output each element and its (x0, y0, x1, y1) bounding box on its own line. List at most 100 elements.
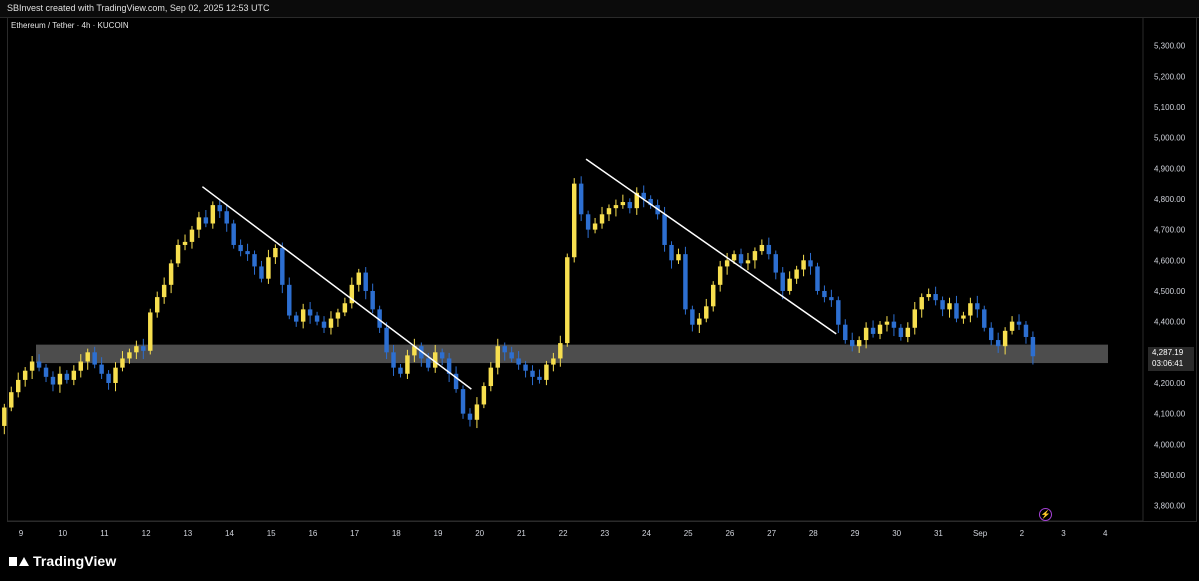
x-tick-label: 2 (1020, 529, 1025, 538)
candle-body (731, 254, 737, 261)
candle-body (613, 205, 619, 209)
candle-body (710, 284, 716, 307)
candle-body (836, 300, 841, 325)
tradingview-logo: TradingView (9, 553, 116, 569)
candle-body (335, 312, 341, 319)
candle-body (676, 254, 681, 261)
x-tick-label: 17 (350, 529, 359, 538)
candle-body (926, 294, 931, 298)
candle-body (940, 300, 945, 310)
candle-body (919, 297, 924, 310)
candle-body (92, 352, 97, 365)
candle-body (405, 355, 410, 374)
attribution-text: SBInvest created with TradingView.com, S… (7, 3, 270, 13)
candle-body (307, 309, 313, 316)
candle-body (189, 229, 195, 242)
x-tick-label: 25 (684, 529, 693, 538)
support-zone (36, 344, 1108, 364)
candle-body (356, 272, 361, 285)
candle-body (182, 241, 188, 245)
x-tick-label: 24 (642, 529, 651, 538)
candle-body (342, 303, 348, 313)
candle-body (113, 367, 118, 383)
price-chart[interactable]: 3,800.00 3,900.00 4,000.00 4,100.00 4,200.00… (0, 0, 1199, 545)
candle-body (849, 340, 855, 347)
candle-body (259, 266, 264, 279)
candle-body (870, 327, 876, 334)
x-tick-label: 22 (559, 529, 568, 538)
y-tick-label: 5,100.00 (1154, 103, 1186, 112)
candle-body (377, 309, 382, 328)
candle-body (530, 370, 535, 377)
candle-body (224, 211, 229, 224)
candle-body (266, 257, 271, 279)
y-tick-label: 4,200.00 (1154, 379, 1186, 388)
candle-body (662, 214, 667, 245)
candle-body (912, 309, 917, 328)
candle-body (891, 321, 897, 328)
candle-body (822, 290, 827, 298)
candle-body (196, 217, 202, 230)
candle-body (1030, 336, 1036, 357)
candle-body (697, 318, 702, 325)
tradingview-brand-text: TradingView (33, 553, 117, 569)
x-tick-label: Sep (973, 529, 988, 538)
candle-body (293, 315, 299, 322)
candle-body (599, 214, 605, 224)
candle-body (509, 352, 514, 359)
x-tick-label: 15 (267, 529, 276, 538)
candle-body (961, 315, 966, 319)
candle-body (280, 248, 285, 285)
candle-body (245, 251, 250, 255)
candle-body (238, 244, 243, 252)
candle-body (446, 358, 452, 374)
candle-body (863, 327, 869, 341)
candle-body (43, 367, 49, 377)
candle-body (571, 183, 577, 258)
candle-body (203, 217, 209, 224)
candle-body (648, 198, 653, 206)
candle-body (905, 327, 911, 337)
candle-body (106, 373, 111, 383)
candle-body (64, 373, 70, 380)
candle-body (523, 364, 528, 371)
x-tick-label: 21 (517, 529, 526, 538)
candle-body (127, 352, 132, 359)
candle-body (856, 340, 862, 347)
x-tick-label: 9 (19, 529, 24, 538)
candle-body (565, 257, 570, 344)
candle-body (370, 290, 375, 310)
x-tick-label: 19 (434, 529, 443, 538)
candle-body (877, 324, 883, 334)
lightning-icon[interactable]: ⚡ (1039, 508, 1052, 521)
candle-body (634, 192, 639, 209)
candle-body (780, 272, 785, 291)
last-price-label: 4,287.19 03:06:41 (1148, 347, 1194, 371)
footer (0, 545, 1199, 581)
candle-body (363, 272, 368, 291)
candle-body (210, 205, 216, 224)
candle-body (57, 373, 63, 385)
y-tick-label: 4,700.00 (1154, 226, 1186, 235)
candle-body (231, 223, 236, 245)
trendline-1 (201, 186, 472, 390)
candle-body (683, 254, 688, 310)
candle-body (995, 340, 1001, 347)
candle-body (1016, 321, 1022, 325)
candle-body (488, 367, 494, 387)
x-tick-label: 23 (600, 529, 609, 538)
candle-body (968, 303, 973, 316)
candle-body (988, 327, 994, 341)
candle-body (78, 361, 83, 371)
candle-body (641, 192, 646, 199)
x-tick-label: 18 (392, 529, 401, 538)
y-tick-label: 3,900.00 (1154, 471, 1186, 480)
candle-body (120, 358, 125, 368)
candle-body (71, 370, 77, 380)
candle-body (801, 260, 806, 270)
candle-body (384, 327, 389, 353)
candle-body (481, 386, 487, 405)
last-price-value: 4,287.19 (1152, 348, 1184, 357)
candle-body (99, 364, 104, 374)
candle-body (460, 389, 466, 414)
